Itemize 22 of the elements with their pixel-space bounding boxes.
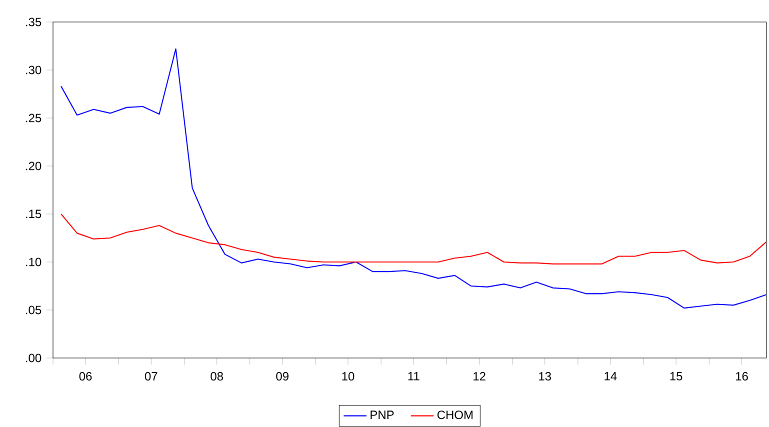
y-tick-label: .15 bbox=[26, 210, 42, 218]
y-tick-label: .25 bbox=[26, 114, 42, 122]
y-tick-label: .35 bbox=[26, 18, 42, 26]
x-tick-label: 16 bbox=[736, 372, 748, 381]
x-tick-label: 09 bbox=[276, 372, 288, 381]
y-tick-label: .10 bbox=[26, 258, 42, 266]
x-tick-label: 12 bbox=[474, 372, 486, 380]
line-series bbox=[60, 48, 766, 309]
x-tick-label: 13 bbox=[539, 372, 551, 381]
x-tick-label: 14 bbox=[604, 372, 617, 380]
x-tick-label: 10 bbox=[342, 372, 354, 381]
x-tick-label: 11 bbox=[408, 372, 420, 380]
y-tick-label: .30 bbox=[26, 66, 42, 74]
x-tick-label: 07 bbox=[144, 372, 158, 381]
legend-label: PNP bbox=[370, 410, 394, 419]
legend-label: CHOM bbox=[437, 410, 473, 420]
x-tick-label: 08 bbox=[210, 372, 224, 381]
y-tick-label: .05 bbox=[26, 306, 42, 314]
y-tick-label: .00 bbox=[26, 354, 42, 362]
y-tick-label: .20 bbox=[26, 162, 42, 170]
x-tick-label: 15 bbox=[670, 372, 682, 380]
x-tick-label: 06 bbox=[79, 372, 92, 381]
